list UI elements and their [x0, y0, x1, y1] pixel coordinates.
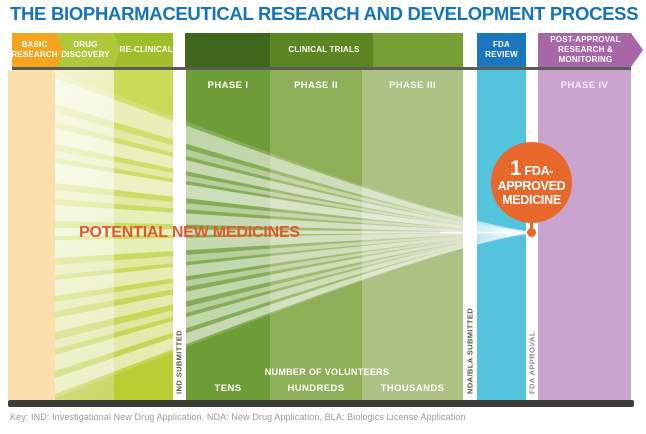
volunteers-thousands: THOUSANDS: [380, 383, 445, 394]
stage-clinical-trials: CLINICAL TRIALS: [185, 33, 463, 67]
stage-post-approval-label: POST-APPROVAL RESEARCH & MONITORING: [550, 35, 621, 64]
stage-basic-research-label: BASIC RESEARCH: [11, 40, 58, 59]
key-legend-text: Key: IND: Investigational New Drug Appli…: [10, 412, 466, 422]
milestone-ind-submitted: IND SUBMITTED: [174, 330, 184, 394]
stage-pre-clinical-label: PRE-CLINICAL: [114, 45, 173, 54]
stage-drug-discovery-label: DRUG DISCOVERY: [61, 40, 110, 59]
clinical-shade-1: [185, 33, 270, 67]
bottom-shadow-bar: [8, 400, 634, 407]
column-fda-review: [477, 70, 526, 400]
stage-pre-clinical: PRE-CLINICAL: [114, 33, 173, 67]
badge-stem: [530, 223, 533, 229]
stage-clinical-trials-label: CLINICAL TRIALS: [288, 45, 360, 54]
stage-basic-research: BASIC RESEARCH: [11, 33, 58, 67]
phase-1-label: PHASE I: [207, 80, 249, 91]
page-title: THE BIOPHARMACEUTICAL RESEARCH AND DEVEL…: [10, 3, 639, 24]
phase-3-label: PHASE III: [389, 80, 436, 91]
phase-4-label: PHASE IV: [560, 80, 609, 91]
milestone-fda-approval: FDA APPROVAL: [527, 331, 537, 394]
clinical-shade-2: [270, 33, 373, 67]
clinical-shade-3: [373, 33, 463, 67]
stage-fda-review: FDA REVIEW: [477, 33, 526, 67]
fda-approved-medicine-badge: 1 FDA- APPROVED MEDICINE: [491, 142, 572, 223]
volunteers-tens: TENS: [214, 383, 242, 394]
volunteers-heading: NUMBER OF VOLUNTEERS: [264, 367, 390, 377]
column-post-approval: [538, 70, 631, 400]
stage-drug-discovery: DRUG DISCOVERY: [57, 33, 114, 67]
funnel-endpoint-dot: [527, 228, 536, 237]
approved-line-2: APPROVED: [497, 179, 566, 194]
milestone-nda-bla-submitted: NDA/BLA SUBMITTED: [465, 307, 475, 394]
potential-new-medicines-label: POTENTIAL NEW MEDICINES: [79, 224, 300, 241]
stage-post-approval-arrow: POST-APPROVAL RESEARCH & MONITORING: [538, 33, 643, 67]
chevron-icon: [57, 33, 63, 67]
header-shadow-line: [12, 67, 631, 70]
column-basic-research: [8, 70, 55, 400]
chevron-icon: [114, 33, 120, 67]
approved-line-3: MEDICINE: [502, 192, 561, 207]
approved-count: 1: [509, 157, 522, 181]
column-phase-3: [362, 70, 463, 400]
stage-fda-review-label: FDA REVIEW: [485, 40, 518, 59]
phase-2-label: PHASE II: [294, 80, 338, 91]
approved-line-1: FDA-: [524, 164, 554, 179]
volunteers-hundreds: HUNDREDS: [287, 383, 345, 394]
